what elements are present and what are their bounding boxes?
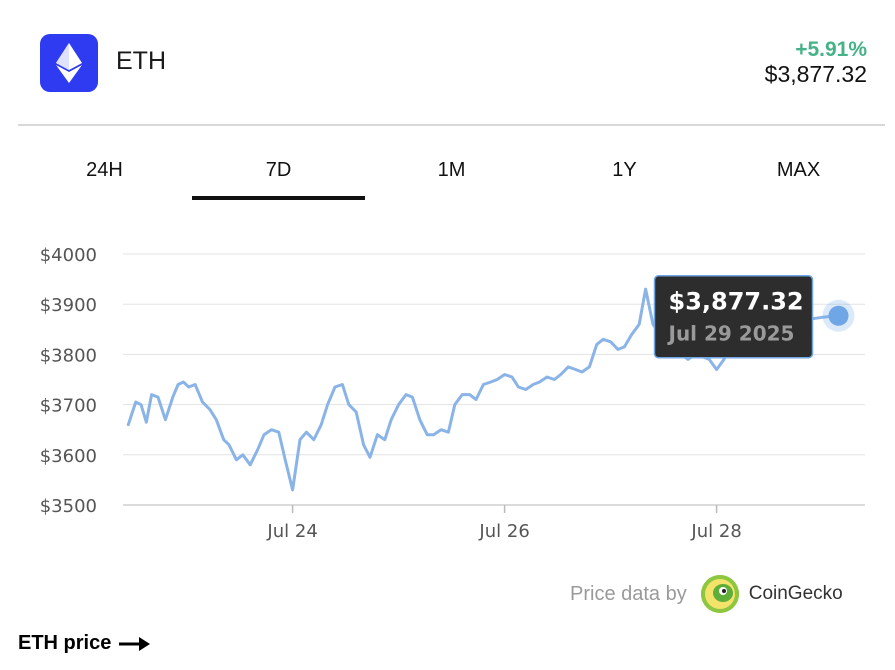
x-tick-label: Jul 24 (266, 521, 317, 542)
tooltip-price: $3,877.32 (669, 288, 804, 316)
price-change-percent: +5.91% (795, 38, 867, 61)
x-tick-label: Jul 28 (690, 521, 741, 542)
arrow-right-icon (119, 636, 151, 651)
current-price: $3,877.32 (764, 61, 867, 87)
price-tooltip: $3,877.32 Jul 29 2025 (653, 274, 814, 359)
y-tick-label: $3600 (40, 446, 97, 467)
y-tick-label: $3700 (40, 396, 97, 417)
eth-price-link[interactable]: ETH price (18, 632, 151, 655)
current-point-marker[interactable] (828, 305, 849, 326)
tab-1m[interactable]: 1M (437, 158, 466, 181)
coingecko-logo-icon (700, 575, 739, 613)
data-attribution[interactable]: Price data by CoinGecko (570, 574, 843, 614)
y-tick-label: $3800 (40, 345, 97, 366)
eth-logo-icon (40, 34, 98, 92)
tab-24h[interactable]: 24H (86, 158, 123, 181)
tooltip-date: Jul 29 2025 (667, 322, 795, 346)
attribution-label: Price data by (570, 582, 687, 605)
asset-header: ETH +5.91% $3,877.32 (0, 0, 895, 125)
header-divider (18, 124, 885, 126)
y-tick-label: $3900 (40, 295, 97, 316)
asset-symbol: ETH (116, 47, 166, 75)
footer-link-label: ETH price (18, 632, 112, 654)
timeframe-tabs: 24H 7D 1M 1Y MAX (18, 140, 885, 202)
price-chart[interactable]: $4000 $3900 $3800 $3700 $3600 $3500 Jul 24 Jul… (0, 230, 895, 560)
tab-1y[interactable]: 1Y (612, 158, 637, 181)
tab-max[interactable]: MAX (776, 158, 821, 181)
attribution-brand: CoinGecko (748, 583, 843, 604)
tab-7d[interactable]: 7D (192, 140, 365, 200)
price-chart-svg[interactable]: $4000 $3900 $3800 $3700 $3600 $3500 Jul 24 Jul… (0, 230, 895, 560)
x-tick-label: Jul 26 (478, 521, 529, 542)
y-tick-label: $4000 (40, 245, 97, 266)
price-series-line (126, 287, 840, 492)
y-tick-label: $3500 (40, 496, 97, 517)
